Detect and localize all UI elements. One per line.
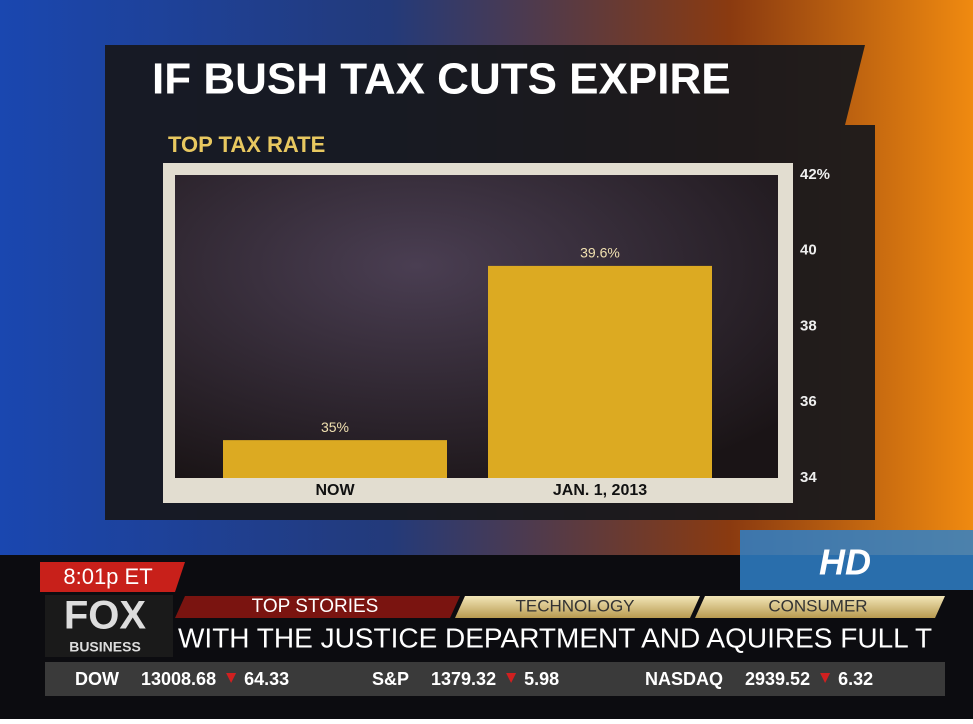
market-value: 2939.52: [745, 669, 810, 689]
tab-label: TECHNOLOGY: [515, 596, 634, 615]
chart-subtitle: TOP TAX RATE: [168, 132, 325, 157]
bar: [488, 265, 712, 478]
down-arrow: [506, 673, 517, 683]
tab: [455, 596, 700, 618]
market-name: DOW: [75, 669, 119, 689]
logo-box: [45, 595, 173, 657]
down-arrow: [820, 673, 831, 683]
tab-label: CONSUMER: [768, 596, 867, 615]
market-name: S&P: [372, 669, 409, 689]
y-tick-label: 36: [800, 393, 817, 410]
markets: DOW 13008.68 64.33 S&P 1379.32 5.98 NASDAQ 2939…: [75, 669, 873, 689]
tab: [175, 596, 460, 618]
y-tick-label: 38: [800, 317, 817, 334]
bar: [223, 440, 447, 478]
hd-text: HD: [819, 542, 871, 583]
crawl: WITH THE JUSTICE DEPARTMENT AND AQUIRES …: [178, 622, 932, 653]
x-tick-label: JAN. 1, 2013: [553, 482, 647, 499]
chart-title: IF BUSH TAX CUTS EXPIRE: [152, 55, 731, 104]
value-label: 39.6%: [580, 245, 620, 261]
y-tick-label: 34: [800, 469, 817, 486]
value-label: 35%: [321, 419, 349, 435]
market-value: 13008.68: [141, 669, 216, 689]
down-arrow: [226, 673, 237, 683]
y-tick-label: 42%: [800, 166, 830, 183]
market-change: 6.32: [838, 669, 873, 689]
y-tick-label: 40: [800, 242, 817, 259]
logo-sub: BUSINESS: [69, 639, 141, 655]
tab: [695, 596, 945, 618]
market-change: 64.33: [244, 669, 289, 689]
hd-badge: [740, 530, 973, 590]
tab-label: TOP STORIES: [252, 596, 379, 617]
logo: FOX: [64, 594, 147, 638]
market-value: 1379.32: [431, 669, 496, 689]
x-tick-label: NOW: [315, 482, 355, 499]
market-change: 5.98: [524, 669, 559, 689]
time: 8:01p ET: [63, 564, 152, 589]
market-name: NASDAQ: [645, 669, 723, 689]
markets-bar: [45, 662, 945, 696]
time-box: [40, 562, 185, 592]
